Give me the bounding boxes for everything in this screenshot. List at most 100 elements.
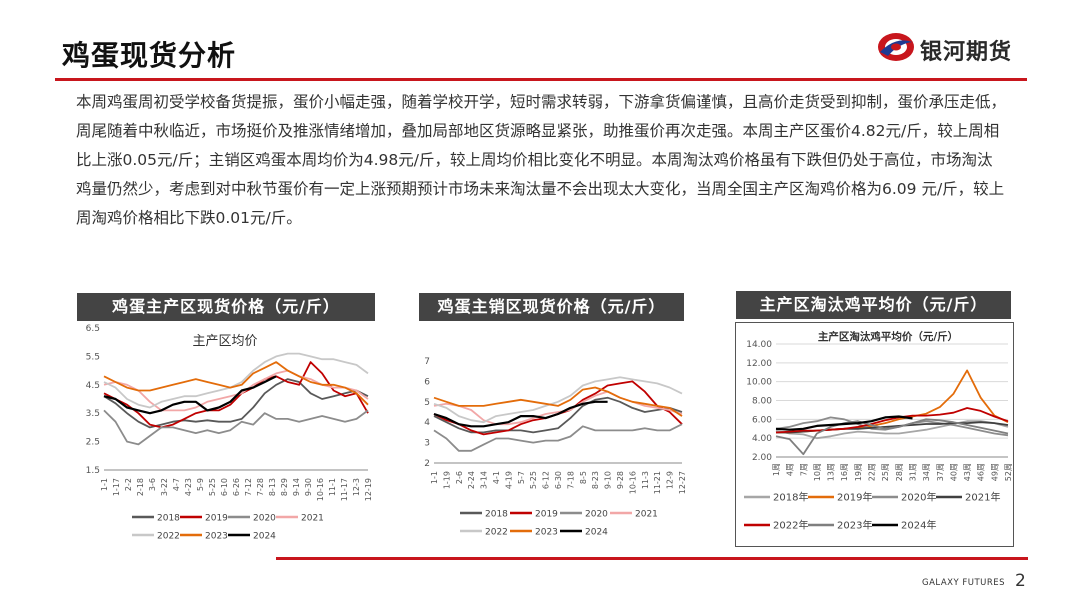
x-tick-label: 46周	[977, 463, 986, 481]
x-tick-label: 28周	[895, 463, 904, 481]
y-tick-label: 6.00	[752, 415, 772, 425]
series-line-2020	[103, 409, 369, 446]
x-tick-label: 8-5	[579, 471, 588, 484]
series-line-2023	[103, 361, 369, 406]
x-tick-label: 2-24	[467, 471, 476, 489]
x-tick-label: 10-16	[628, 471, 637, 494]
legend-label: 2018	[157, 514, 180, 524]
x-tick-label: 6-10	[220, 478, 229, 496]
y-tick-label: 2	[424, 459, 430, 469]
y-tick-label: 2.5	[86, 438, 100, 448]
x-tick-label: 5-7	[517, 471, 526, 484]
y-tick-label: 3.5	[86, 409, 100, 419]
chart-main-selling: 主销区均价2345671-11-192-62-243-144-14-195-75…	[424, 357, 687, 538]
x-tick-label: 9-30	[304, 478, 313, 496]
y-tick-label: 4	[424, 418, 430, 428]
legend-label: 2020	[253, 514, 276, 524]
x-tick-label: 6-12	[542, 471, 551, 489]
y-tick-label: 3	[424, 439, 430, 449]
series-line-2024年	[775, 415, 913, 431]
x-tick-label: 4-19	[504, 471, 513, 489]
x-tick-label: 2-18	[136, 478, 145, 496]
x-tick-label: 31周	[908, 463, 917, 481]
x-tick-label: 9-14	[292, 478, 301, 496]
legend-label: 2019	[535, 510, 558, 520]
x-tick-label: 5-25	[529, 471, 538, 489]
legend-label: 2020年	[901, 491, 936, 504]
y-tick-label: 6.5	[86, 324, 100, 334]
legend-label: 2023年	[837, 519, 872, 532]
chart-title: 主产区均价	[192, 334, 257, 349]
footer-divider	[276, 557, 1028, 560]
x-tick-label: 9-28	[616, 471, 625, 489]
legend-label: 2024	[253, 532, 276, 542]
series-line-2024	[433, 400, 608, 428]
x-tick-label: 5-9	[196, 478, 205, 491]
x-tick-label: 5-25	[208, 478, 217, 496]
y-tick-label: 2.00	[752, 453, 772, 463]
x-tick-label: 22周	[868, 463, 877, 481]
x-tick-label: 2-6	[455, 471, 464, 484]
legend-label: 2021	[301, 514, 324, 524]
x-tick-label: 3-6	[148, 478, 157, 491]
series-line-2021	[433, 390, 683, 426]
x-tick-label: 7-18	[566, 471, 575, 489]
x-tick-label: 6-26	[232, 478, 241, 496]
x-tick-label: 16周	[840, 463, 849, 481]
y-tick-label: 6	[424, 377, 430, 387]
x-tick-label: 3-14	[480, 471, 489, 489]
x-tick-label: 10-16	[316, 478, 325, 501]
y-tick-label: 1.5	[86, 466, 100, 476]
series-line-2022	[103, 352, 369, 409]
y-tick-label: 7	[424, 357, 430, 367]
x-tick-label: 4-1	[492, 471, 501, 484]
x-tick-label: 3-22	[160, 478, 169, 496]
legend-label: 2024年	[901, 519, 936, 532]
chart3-frame	[735, 322, 1014, 547]
x-tick-label: 25周	[881, 463, 890, 481]
x-tick-label: 52周	[1004, 463, 1013, 481]
x-tick-label: 1周	[772, 463, 781, 476]
legend-label: 2022	[157, 532, 180, 542]
header-divider	[55, 78, 1027, 81]
y-tick-label: 10.00	[746, 378, 772, 388]
x-tick-label: 43周	[963, 463, 972, 481]
chart1-header: 鸡蛋主产区现货价格（元/斤）	[77, 293, 375, 321]
x-tick-label: 8-13	[268, 478, 277, 496]
legend-label: 2021	[635, 510, 658, 520]
x-tick-label: 12-27	[678, 471, 687, 494]
legend-label: 2021年	[965, 491, 1000, 504]
x-tick-label: 1-17	[112, 478, 121, 496]
legend-label: 2022年	[773, 519, 808, 532]
y-tick-label: 14.00	[746, 340, 772, 350]
legend-label: 2020	[585, 510, 608, 520]
legend-label: 2018年	[773, 491, 808, 504]
legend-label: 2019	[205, 514, 228, 524]
brand-name: 银河期货	[920, 40, 1013, 65]
galaxy-logo-icon	[878, 33, 914, 61]
y-tick-label: 12.00	[746, 359, 772, 369]
x-tick-label: 11-17	[340, 478, 349, 501]
x-tick-label: 7周	[799, 463, 808, 476]
summary-paragraph: 本周鸡蛋周初受学校备货提振，蛋价小幅走强，随着学校开学，短时需求转弱，下游拿货偏…	[76, 93, 1007, 227]
x-tick-label: 4-7	[172, 478, 181, 491]
y-tick-label: 5.5	[86, 352, 100, 362]
chart3-header: 主产区淘汰鸡平均价（元/斤）	[736, 291, 1011, 319]
legend-label: 2022	[485, 528, 508, 538]
series-line-2022	[433, 376, 683, 424]
x-tick-label: 9-10	[604, 471, 613, 489]
x-tick-label: 34周	[922, 463, 931, 481]
x-tick-label: 19周	[854, 463, 863, 481]
x-tick-label: 1-19	[442, 471, 451, 489]
x-tick-label: 6-30	[554, 471, 563, 489]
series-line-2023年	[775, 418, 1009, 456]
x-tick-label: 7-12	[244, 478, 253, 496]
x-tick-label: 12-3	[352, 478, 361, 496]
legend-label: 2018	[485, 510, 508, 520]
y-tick-label: 8.00	[752, 397, 772, 407]
series-line-2022年	[775, 407, 1009, 434]
y-tick-label: 4.5	[86, 381, 100, 391]
legend-label: 2023	[535, 528, 558, 538]
x-tick-label: 10周	[813, 463, 822, 481]
series-line-2018	[103, 378, 369, 429]
